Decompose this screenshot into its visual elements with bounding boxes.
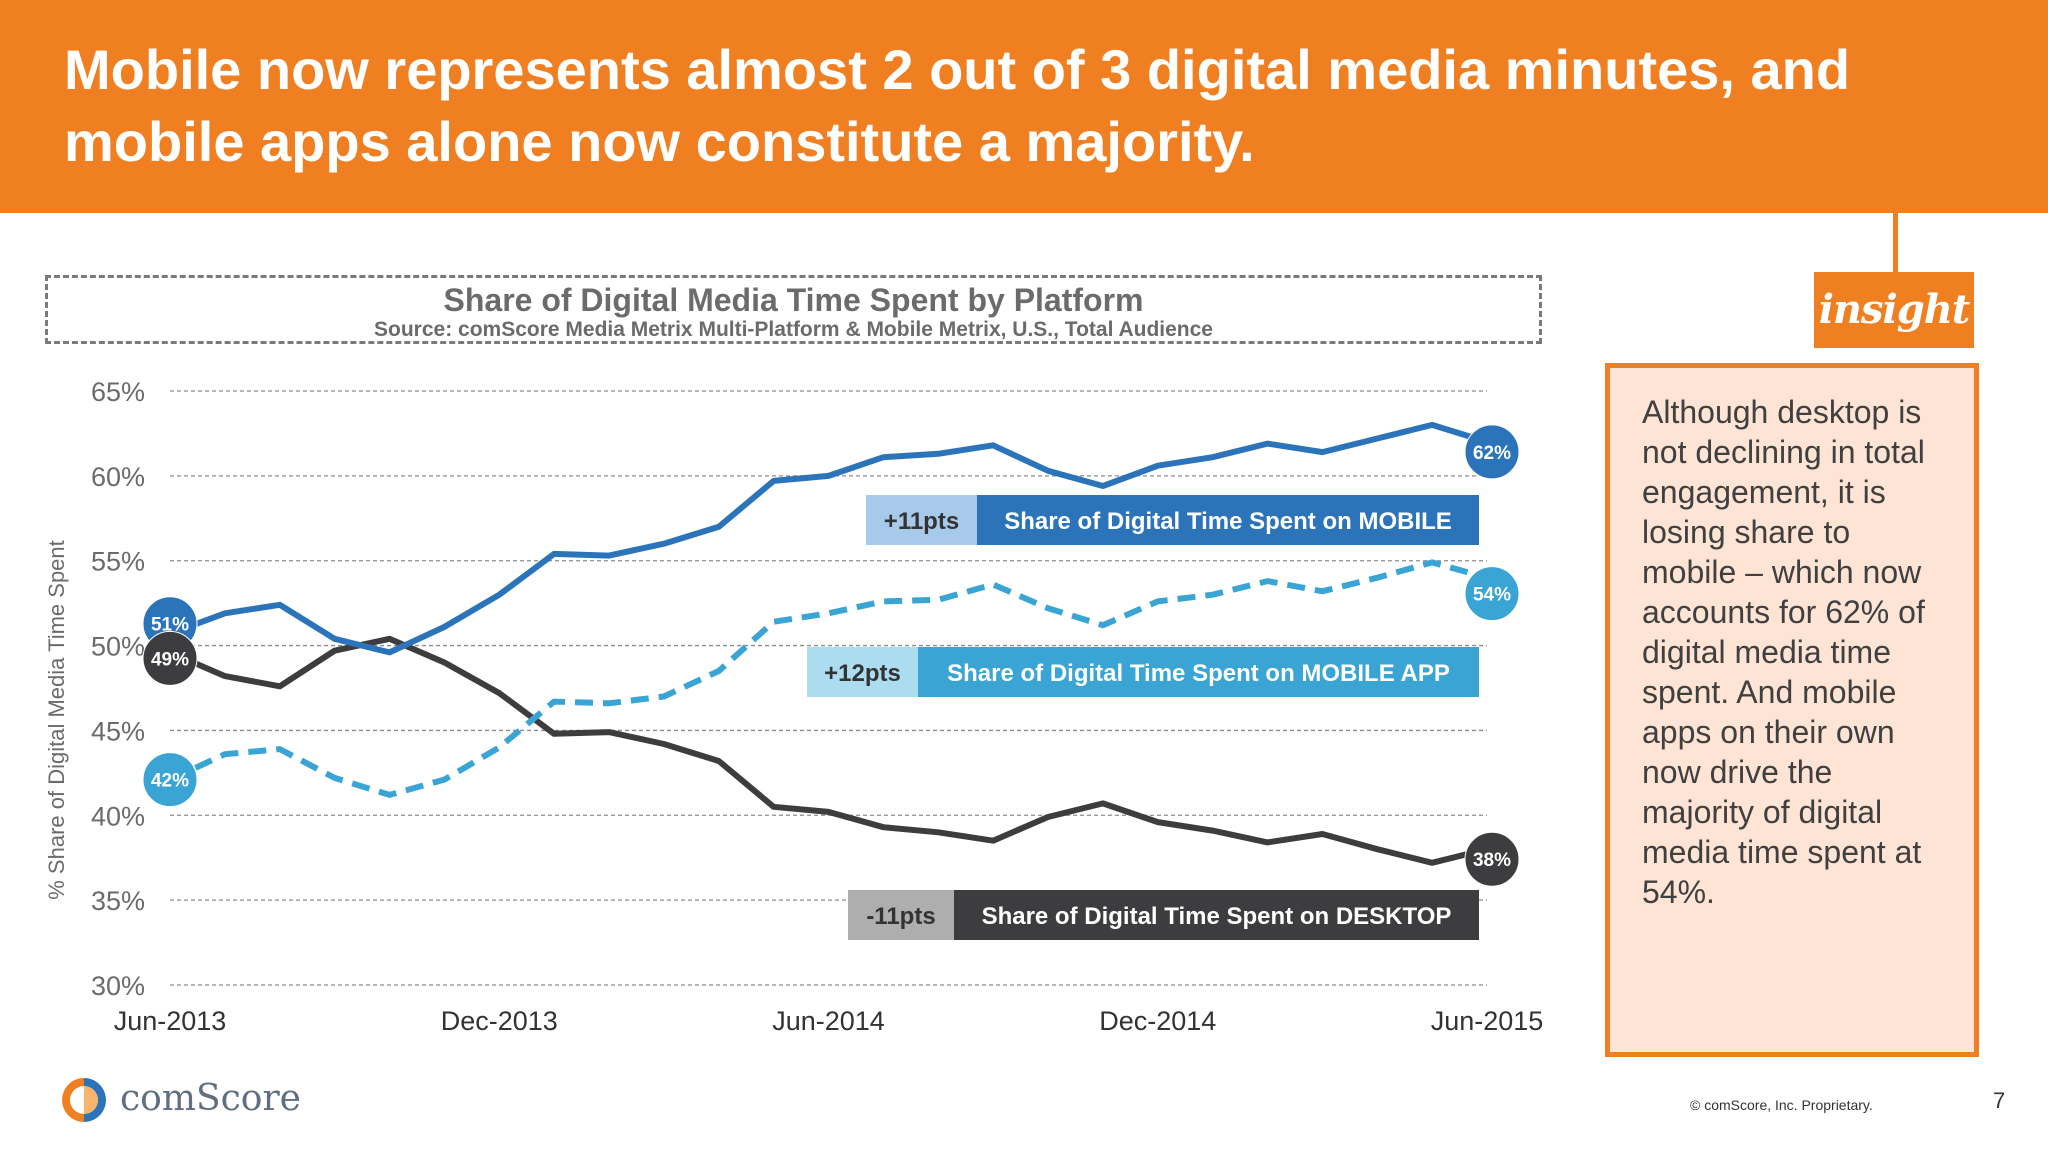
page-number: 7	[1993, 1088, 2006, 1113]
legend-box-desktop	[954, 890, 1479, 940]
data-label: 38%	[1473, 850, 1511, 871]
endpoint-marker-desktop-start	[142, 630, 198, 686]
logo-text: comScore	[120, 1078, 301, 1119]
y-tick-label: 60%	[91, 462, 145, 492]
data-label: 62%	[1473, 443, 1511, 464]
delta-label: +11pts	[884, 508, 959, 535]
y-tick-label: 45%	[91, 716, 145, 746]
y-tick-label: 50%	[91, 632, 145, 662]
copyright: © comScore, Inc. Proprietary.	[1690, 1097, 1873, 1113]
x-tick-label: Jun-2013	[114, 1006, 227, 1036]
insight-tag: insight	[1814, 272, 1974, 348]
slide-headline: Mobile now represents almost 2 out of 3 …	[64, 38, 1851, 173]
x-tick-label: Jun-2015	[1431, 1006, 1544, 1036]
delta-badge-desktop	[848, 890, 954, 940]
insight-box: Although desktop is not declining in tot…	[1605, 363, 1979, 1057]
delta-badge-mobile	[866, 495, 977, 545]
delta-label: +12pts	[824, 660, 901, 687]
x-tick-label: Dec-2014	[1099, 1006, 1216, 1036]
legend-box-mobile	[977, 495, 1479, 545]
y-tick-label: 40%	[91, 801, 145, 831]
line-chart: 65% 60% 55% 50% 45% 40% 35% 30% Jun-2013 Dec-2013…	[44, 377, 1544, 1036]
y-tick-label: 35%	[91, 886, 145, 916]
chart-title: Share of Digital Media Time Spent by Pla…	[443, 282, 1144, 318]
y-tick-label: 30%	[91, 971, 145, 1001]
delta-badge-mobile-app	[807, 647, 918, 697]
endpoint-marker-mobile-app-end	[1464, 566, 1520, 622]
x-tick-label: Dec-2013	[441, 1006, 558, 1036]
data-label: 54%	[1473, 585, 1511, 606]
endpoint-marker-mobile-app-start	[142, 752, 198, 808]
x-tick-label: Jun-2014	[772, 1006, 885, 1036]
series-line-mobile	[168, 421, 1488, 656]
data-label: 51%	[151, 615, 189, 636]
series-line-desktop	[168, 635, 1488, 866]
legend-box-mobile-app	[918, 647, 1479, 697]
comscore-logo: comScore	[62, 1076, 362, 1126]
data-label: 49%	[151, 649, 189, 670]
endpoint-marker-desktop-end	[1464, 831, 1520, 887]
header-bar: Mobile now represents almost 2 out of 3 …	[0, 0, 2048, 213]
insight-text: Although desktop is not declining in tot…	[1642, 394, 1925, 910]
comscore-logo-icon	[62, 1078, 106, 1122]
y-axis-label: % Share of Digital Media Time Spent	[44, 540, 69, 900]
endpoint-marker-mobile-end	[1464, 424, 1520, 480]
series-line-mobile-app	[168, 559, 1488, 798]
legend-label: Share of Digital Time Spent on MOBILE AP…	[947, 660, 1450, 687]
chart-subtitle: Source: comScore Media Metrix Multi-Plat…	[374, 318, 1213, 341]
y-tick-label: 55%	[91, 547, 145, 577]
y-tick-label: 65%	[91, 377, 145, 407]
legend-label: Share of Digital Time Spent on DESKTOP	[982, 903, 1452, 930]
chart-title-box: Share of Digital Media Time Spent by Pla…	[45, 275, 1542, 344]
data-label: 42%	[151, 771, 189, 792]
insight-connector-line	[1893, 213, 1898, 273]
delta-label: -11pts	[866, 903, 935, 930]
legend-label: Share of Digital Time Spent on MOBILE	[1004, 508, 1452, 535]
